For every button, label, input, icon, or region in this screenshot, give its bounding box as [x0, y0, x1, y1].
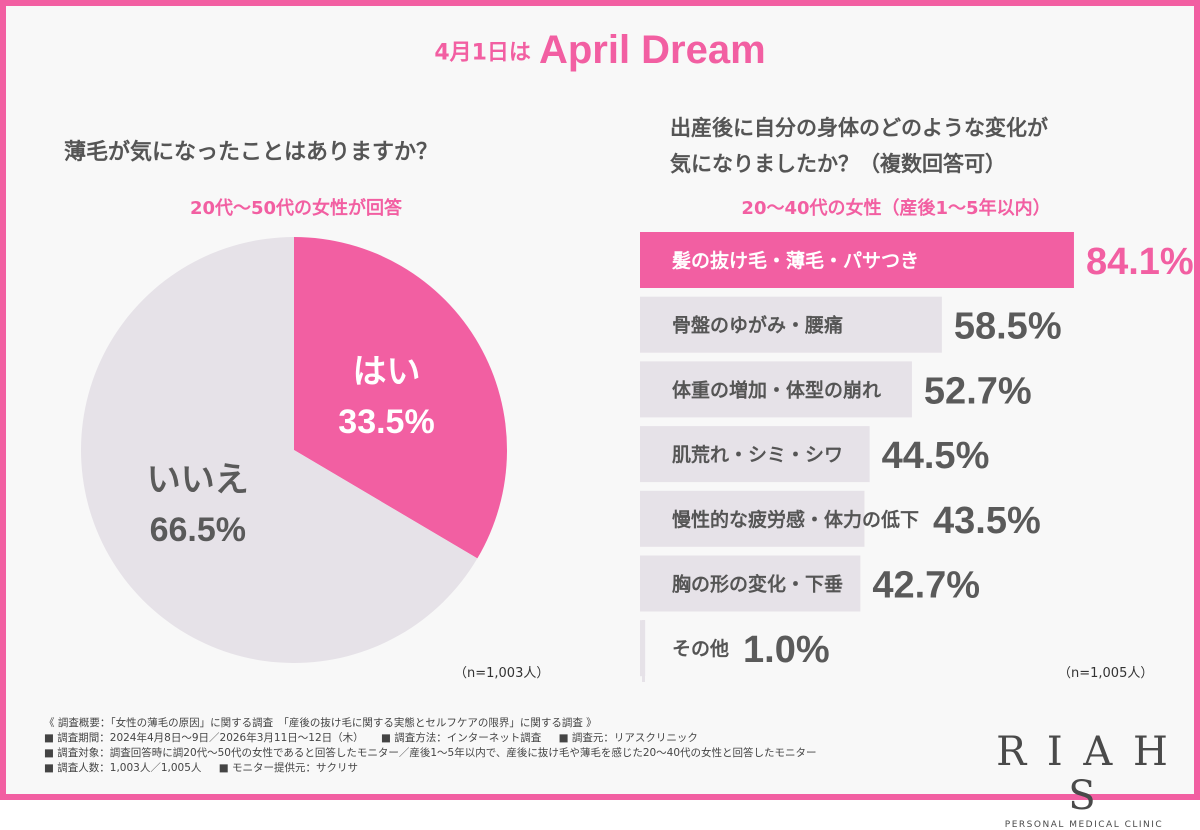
bar-category-label-1: 髪の抜け毛・薄毛・パサつき — [671, 249, 919, 272]
bar-5 — [640, 490, 865, 547]
bar-category-label-3: 体重の増加・体型の崩れ — [672, 378, 881, 401]
right-subtitle: 20～40代の女性（産後1～5年以内） — [741, 198, 1051, 219]
bar-category-label-5: 慢性的な疲労感・体力の低下 — [672, 508, 919, 531]
bar-2 — [640, 296, 942, 353]
bar-1 — [640, 232, 1074, 288]
footer-count: ■ 調査人数：1,003人／1,005人 — [44, 762, 202, 774]
right-question: 出産後に自分の身体のどのような変化が 気になりましたか？（複数回答可） — [670, 110, 1048, 182]
footer-row-3: ■ 調査人数：1,003人／1,005人 ■ モニター提供元：サクリサ — [44, 761, 817, 776]
footer-period: ■ 調査期間：2024年4月8日～9日／2026年3月11日～12日（木） — [44, 732, 364, 744]
logo-mark: R I A H S — [996, 729, 1172, 819]
right-question-line1: 出産後に自分の身体のどのような変化が — [670, 116, 1048, 140]
bar-value-label-4: 44.5% — [882, 435, 990, 477]
footer-method: ■ 調査方法：インターネット調査 — [381, 732, 542, 744]
right-sample-size: （n=1,005人） — [1058, 666, 1154, 681]
footer-row-1: ■ 調査期間：2024年4月8日～9日／2026年3月11日～12日（木） ■ … — [44, 731, 817, 746]
riahs-logo: R I A H S PERSONAL MEDICAL CLINIC — [994, 730, 1174, 830]
bar-category-label-4: 肌荒れ・シミ・シワ — [672, 443, 843, 466]
logo-subtitle: PERSONAL MEDICAL CLINIC — [1004, 820, 1164, 830]
bar-value-label-1: 84.1% — [1086, 241, 1194, 283]
bar-chart: 髪の抜け毛・薄毛・パサつき 84.1% 骨盤のゆがみ・腰痛 58.5% 体重の増加・体型… — [640, 232, 1194, 677]
header: 4月1日は April Dream — [6, 28, 1194, 73]
bar-category-label-7: その他 — [672, 637, 729, 660]
bar-4 — [640, 426, 870, 483]
left-subtitle: 20代～50代の女性が回答 — [189, 198, 403, 219]
bar-3 — [640, 361, 912, 418]
left-sample-size: （n=1,003人） — [454, 666, 550, 681]
bar-value-label-7: 1.0% — [743, 629, 830, 671]
pie-slice-1 — [294, 237, 508, 559]
footer-source: ■ 調査元：リアスクリニック — [558, 732, 698, 744]
bar-7 — [640, 620, 646, 677]
pie-category-label-1: はい — [353, 352, 421, 392]
footer-provider: ■ モニター提供元：サクリサ — [218, 762, 358, 774]
pie-slice-2 — [81, 237, 478, 663]
bar-category-label-2: 骨盤のゆがみ・腰痛 — [672, 314, 843, 337]
pie-value-label-1: 33.5% — [338, 403, 434, 441]
pie-category-label-2: いいえ — [147, 460, 249, 500]
header-title: April Dream — [538, 28, 766, 72]
bar-value-label-2: 58.5% — [954, 306, 1062, 348]
footer-target: ■ 調査対象：調査回答時に調20代～50代の女性であると回答したモニター／産後1… — [44, 747, 817, 759]
header-prefix: 4月1日は — [434, 40, 531, 66]
survey-footer: 《 調査概要：「女性の薄毛の原因」に関する調査 「産後の抜け毛に関する実態とセル… — [44, 716, 817, 776]
pie-value-label-2: 66.5% — [150, 511, 246, 549]
bar-value-label-5: 43.5% — [933, 500, 1041, 542]
footer-summary: 《 調査概要：「女性の薄毛の原因」に関する調査 「産後の抜け毛に関する実態とセル… — [44, 717, 597, 729]
pie-chart: はい 33.5% いいえ 66.5% — [81, 237, 508, 663]
bar-6 — [640, 555, 861, 612]
bar-value-label-3: 52.7% — [924, 370, 1032, 412]
right-question-line2: 気になりましたか？（複数回答可） — [670, 152, 1006, 176]
bar-category-label-6: 胸の形の変化・下垂 — [672, 573, 843, 596]
left-question: 薄毛が気になったことはありますか？ — [64, 140, 439, 165]
bar-value-label-6: 42.7% — [872, 565, 980, 607]
